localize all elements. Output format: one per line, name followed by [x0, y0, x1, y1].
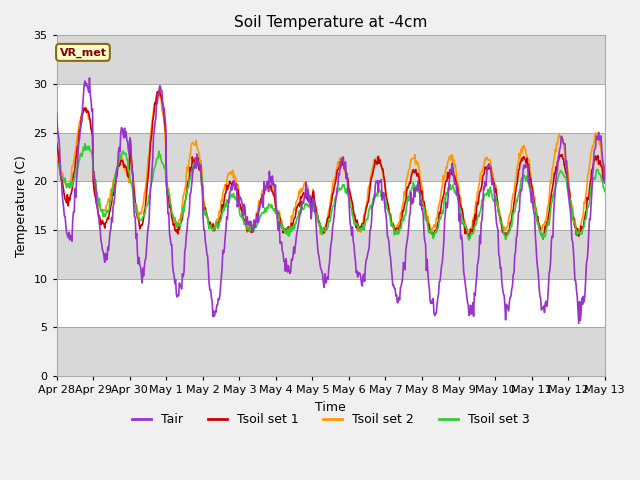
- Y-axis label: Temperature (C): Temperature (C): [15, 155, 28, 257]
- Bar: [57, 327, 605, 376]
- Bar: [57, 36, 605, 84]
- Bar: [57, 278, 605, 327]
- Bar: [57, 230, 605, 278]
- X-axis label: Time: Time: [316, 400, 346, 413]
- Legend: Tair, Tsoil set 1, Tsoil set 2, Tsoil set 3: Tair, Tsoil set 1, Tsoil set 2, Tsoil se…: [127, 408, 534, 431]
- Bar: [57, 84, 605, 132]
- Text: VR_met: VR_met: [60, 47, 106, 58]
- Title: Soil Temperature at -4cm: Soil Temperature at -4cm: [234, 15, 428, 30]
- Bar: [57, 132, 605, 181]
- Bar: [57, 181, 605, 230]
